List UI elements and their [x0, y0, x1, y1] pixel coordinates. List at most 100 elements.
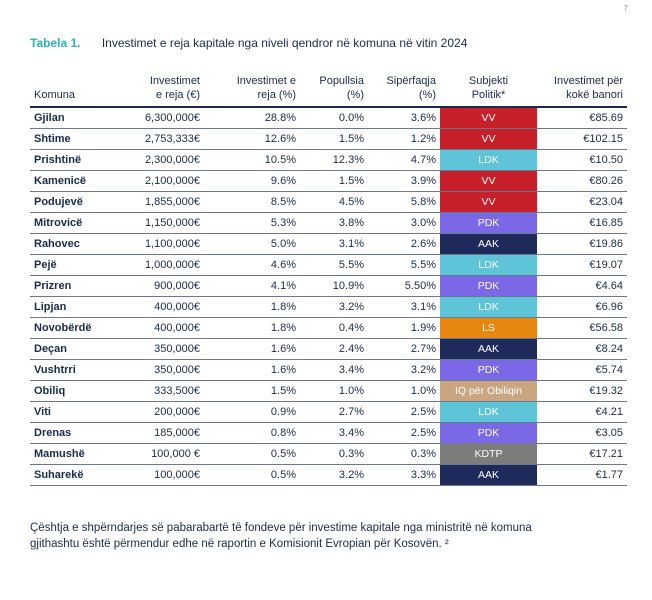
cell-investimet: 2,300,000€: [118, 149, 204, 171]
cell-siperfaqja: 1.2%: [368, 128, 440, 150]
cell-per-banor: €19.32: [537, 380, 627, 402]
cell-subjekti: IQ për Obiliqin: [440, 380, 537, 402]
cell-komuna: Novobërdë: [30, 317, 118, 339]
cell-investimet-pct: 4.1%: [204, 275, 300, 297]
cell-subjekti: VV: [440, 191, 537, 213]
cell-investimet-pct: 1.6%: [204, 338, 300, 360]
cell-investimet: 400,000€: [118, 296, 204, 318]
cell-investimet: 1,100,000€: [118, 233, 204, 255]
cell-komuna: Podujevë: [30, 191, 118, 213]
table-row: Suharekë 100,000€ 0.5% 3.2% 3.3% AAK €1.77: [30, 464, 627, 486]
cell-popullsia: 5.5%: [300, 254, 368, 276]
cell-siperfaqja: 5.8%: [368, 191, 440, 213]
cell-investimet: 185,000€: [118, 422, 204, 444]
cell-investimet-pct: 0.9%: [204, 401, 300, 423]
cell-popullsia: 2.4%: [300, 338, 368, 360]
cell-siperfaqja: 3.6%: [368, 107, 440, 129]
cell-komuna: Drenas: [30, 422, 118, 444]
cell-komuna: Deçan: [30, 338, 118, 360]
cell-investimet-pct: 1.8%: [204, 296, 300, 318]
cell-subjekti: PDK: [440, 275, 537, 297]
cell-popullsia: 0.4%: [300, 317, 368, 339]
cell-komuna: Prizren: [30, 275, 118, 297]
cell-komuna: Obiliq: [30, 380, 118, 402]
cell-siperfaqja: 3.0%: [368, 212, 440, 234]
table-row: Lipjan 400,000€ 1.8% 3.2% 3.1% LDK €6.96: [30, 296, 627, 318]
table-row: Novobërdë 400,000€ 1.8% 0.4% 1.9% LS €56.58: [30, 317, 627, 339]
cell-popullsia: 4.5%: [300, 191, 368, 213]
cell-subjekti: LS: [440, 317, 537, 339]
cell-per-banor: €80.26: [537, 170, 627, 192]
cell-komuna: Gjilan: [30, 107, 118, 129]
cell-investimet: 6,300,000€: [118, 107, 204, 129]
cell-investimet: 100,000€: [118, 464, 204, 486]
table-row: Drenas 185,000€ 0.8% 3.4% 2.5% PDK €3.05: [30, 422, 627, 444]
header-investimet-pct: Investimet e reja (%): [204, 74, 300, 108]
table-row: Mitrovicë 1,150,000€ 5.3% 3.8% 3.0% PDK €16.85: [30, 212, 627, 234]
cell-subjekti: LDK: [440, 254, 537, 276]
cell-siperfaqja: 5.5%: [368, 254, 440, 276]
table-row: Gjilan 6,300,000€ 28.8% 0.0% 3.6% VV €85.69: [30, 107, 627, 129]
table-row: Pejë 1,000,000€ 4.6% 5.5% 5.5% LDK €19.07: [30, 254, 627, 276]
cell-subjekti: LDK: [440, 401, 537, 423]
header-per-banor: Investimet për kokë banori: [537, 74, 627, 108]
cell-per-banor: €102.15: [537, 128, 627, 150]
cell-popullsia: 10.9%: [300, 275, 368, 297]
cell-subjekti: AAK: [440, 464, 537, 486]
cell-komuna: Lipjan: [30, 296, 118, 318]
cell-investimet: 1,000,000€: [118, 254, 204, 276]
header-investimet: Investimet e reja (€): [118, 74, 204, 108]
cell-subjekti: PDK: [440, 359, 537, 381]
cell-per-banor: €3.05: [537, 422, 627, 444]
cell-popullsia: 3.2%: [300, 464, 368, 486]
page-number: 7: [623, 4, 628, 13]
cell-investimet-pct: 1.8%: [204, 317, 300, 339]
cell-siperfaqja: 4.7%: [368, 149, 440, 171]
cell-per-banor: €10.50: [537, 149, 627, 171]
cell-komuna: Prishtinë: [30, 149, 118, 171]
cell-siperfaqja: 1.0%: [368, 380, 440, 402]
cell-investimet-pct: 0.5%: [204, 443, 300, 465]
cell-siperfaqja: 3.9%: [368, 170, 440, 192]
cell-popullsia: 0.0%: [300, 107, 368, 129]
footnote-paragraph: Çështja e shpërndarjes së pabarabartë të…: [30, 522, 532, 550]
cell-siperfaqja: 5.50%: [368, 275, 440, 297]
table-row: Viti 200,000€ 0.9% 2.7% 2.5% LDK €4.21: [30, 401, 627, 423]
cell-per-banor: €4.21: [537, 401, 627, 423]
cell-investimet: 2,753,333€: [118, 128, 204, 150]
cell-popullsia: 3.1%: [300, 233, 368, 255]
cell-siperfaqja: 1.9%: [368, 317, 440, 339]
cell-investimet-pct: 28.8%: [204, 107, 300, 129]
cell-siperfaqja: 3.2%: [368, 359, 440, 381]
cell-siperfaqja: 3.3%: [368, 464, 440, 486]
cell-per-banor: €23.04: [537, 191, 627, 213]
cell-siperfaqja: 0.3%: [368, 443, 440, 465]
cell-siperfaqja: 2.7%: [368, 338, 440, 360]
table-title: Investimet e reja kapitale nga niveli qe…: [101, 36, 468, 50]
cell-popullsia: 1.5%: [300, 170, 368, 192]
cell-komuna: Kamenicë: [30, 170, 118, 192]
cell-popullsia: 3.4%: [300, 422, 368, 444]
table-row: Vushtrri 350,000€ 1.6% 3.4% 3.2% PDK €5.74: [30, 359, 627, 381]
cell-per-banor: €56.58: [537, 317, 627, 339]
cell-subjekti: AAK: [440, 233, 537, 255]
cell-komuna: Pejë: [30, 254, 118, 276]
cell-investimet-pct: 0.8%: [204, 422, 300, 444]
table-row: Shtime 2,753,333€ 12.6% 1.5% 1.2% VV €102.15: [30, 128, 627, 150]
header-komuna: Komuna: [30, 74, 118, 108]
cell-per-banor: €1.77: [537, 464, 627, 486]
table-row: Obiliq 333,500€ 1.5% 1.0% 1.0% IQ për Obiliqi…: [30, 380, 627, 402]
cell-popullsia: 1.5%: [300, 128, 368, 150]
cell-siperfaqja: 2.6%: [368, 233, 440, 255]
cell-siperfaqja: 3.1%: [368, 296, 440, 318]
cell-investimet-pct: 5.0%: [204, 233, 300, 255]
cell-per-banor: €17.21: [537, 443, 627, 465]
table-row: Kamenicë 2,100,000€ 9.6% 1.5% 3.9% VV €80.26: [30, 170, 627, 192]
cell-komuna: Mamushë: [30, 443, 118, 465]
cell-investimet: 1,855,000€: [118, 191, 204, 213]
cell-investimet-pct: 1.6%: [204, 359, 300, 381]
cell-investimet-pct: 0.5%: [204, 464, 300, 486]
cell-subjekti: PDK: [440, 212, 537, 234]
table-label: Tabela 1.: [30, 36, 81, 50]
cell-siperfaqja: 2.5%: [368, 401, 440, 423]
